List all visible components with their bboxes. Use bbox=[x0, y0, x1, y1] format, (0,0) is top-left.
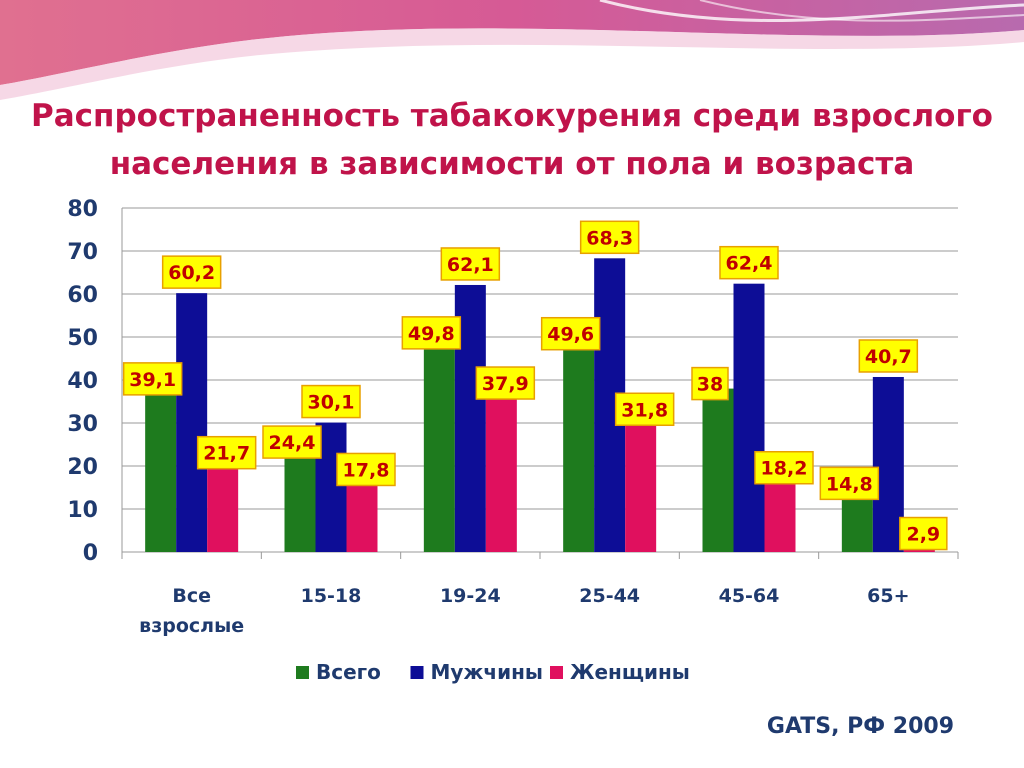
bar-total bbox=[145, 383, 177, 552]
bar-total bbox=[284, 447, 316, 552]
data-label: 49,8 bbox=[408, 323, 455, 345]
bar-men bbox=[176, 293, 208, 552]
data-label-box bbox=[754, 450, 814, 485]
data-label: 62,4 bbox=[726, 253, 773, 275]
data-label: 14,8 bbox=[826, 473, 873, 495]
bar-women bbox=[764, 473, 796, 552]
data-label: 31,8 bbox=[621, 399, 668, 421]
bar-women bbox=[346, 475, 378, 552]
data-label: 60,2 bbox=[168, 262, 215, 284]
data-label-box bbox=[440, 247, 501, 281]
data-label: 21,7 bbox=[203, 443, 250, 465]
background-swoosh bbox=[0, 0, 1024, 101]
y-tick-label: 50 bbox=[67, 326, 98, 351]
y-tick-label: 80 bbox=[67, 197, 98, 222]
title-line-1: Распространенность табакокурения среди в… bbox=[31, 98, 993, 134]
x-tick-label: Все bbox=[172, 585, 211, 607]
data-label-box bbox=[475, 366, 536, 400]
x-tick-label: 25-44 bbox=[579, 585, 640, 607]
data-label-box bbox=[336, 452, 396, 487]
data-label: 2,9 bbox=[906, 524, 940, 546]
y-tick-label: 10 bbox=[67, 498, 98, 523]
bar-women bbox=[485, 389, 517, 552]
data-label-box bbox=[540, 316, 601, 351]
data-label-box bbox=[899, 516, 948, 551]
bar-men bbox=[872, 376, 904, 552]
x-tick-label: 19-24 bbox=[440, 585, 501, 607]
data-label: 18,2 bbox=[761, 458, 808, 480]
data-label-box bbox=[691, 366, 729, 401]
data-label: 62,1 bbox=[447, 254, 494, 276]
data-label: 24,4 bbox=[269, 432, 316, 454]
y-tick-label: 70 bbox=[67, 240, 98, 265]
data-label-box bbox=[401, 316, 462, 350]
x-tick-label: 65+ bbox=[867, 585, 909, 607]
data-label-box bbox=[819, 466, 880, 501]
source-note: GATS, РФ 2009 bbox=[766, 714, 954, 739]
slide-title: Распространенность табакокурения среди в… bbox=[0, 92, 1024, 188]
y-tick-label: 30 bbox=[67, 412, 98, 437]
legend-label: Всего bbox=[316, 660, 381, 684]
data-label-box bbox=[719, 245, 779, 280]
legend-swatch bbox=[296, 666, 309, 679]
data-label-box bbox=[579, 220, 640, 255]
data-label: 40,7 bbox=[865, 346, 912, 368]
data-label: 68,3 bbox=[586, 227, 633, 249]
data-label: 38 bbox=[697, 374, 723, 396]
bar-total bbox=[563, 338, 595, 552]
y-tick-label: 20 bbox=[67, 455, 98, 480]
data-label-box bbox=[301, 384, 361, 419]
legend-label: Женщины bbox=[570, 660, 690, 684]
data-label-box bbox=[614, 392, 675, 427]
legend-label: Мужчины bbox=[431, 660, 544, 684]
x-tick-label: 15-18 bbox=[301, 585, 362, 607]
data-label: 37,9 bbox=[482, 373, 529, 395]
data-label-box bbox=[161, 255, 222, 289]
data-label: 17,8 bbox=[343, 459, 390, 481]
title-line-2: населения в зависимости от пола и возрас… bbox=[109, 146, 915, 182]
legend-swatch bbox=[410, 666, 424, 679]
y-tick-label: 0 bbox=[83, 541, 98, 566]
bar-total bbox=[423, 337, 455, 552]
legend-swatch bbox=[550, 666, 563, 679]
data-label: 39,1 bbox=[129, 369, 176, 391]
x-tick-label: взрослые bbox=[139, 615, 244, 637]
data-label-box bbox=[858, 339, 919, 373]
x-tick-label: 45-64 bbox=[719, 585, 780, 607]
bar-women bbox=[207, 458, 239, 552]
y-tick-label: 40 bbox=[67, 369, 98, 394]
y-tick-label: 60 bbox=[67, 283, 98, 308]
bar-women bbox=[625, 415, 657, 552]
data-label-box bbox=[122, 362, 183, 396]
data-label-box bbox=[262, 425, 322, 459]
data-label-box bbox=[196, 435, 257, 470]
data-label: 30,1 bbox=[308, 392, 355, 414]
bar-total bbox=[702, 388, 734, 552]
bar-men bbox=[733, 283, 765, 552]
data-label: 49,6 bbox=[547, 324, 594, 346]
